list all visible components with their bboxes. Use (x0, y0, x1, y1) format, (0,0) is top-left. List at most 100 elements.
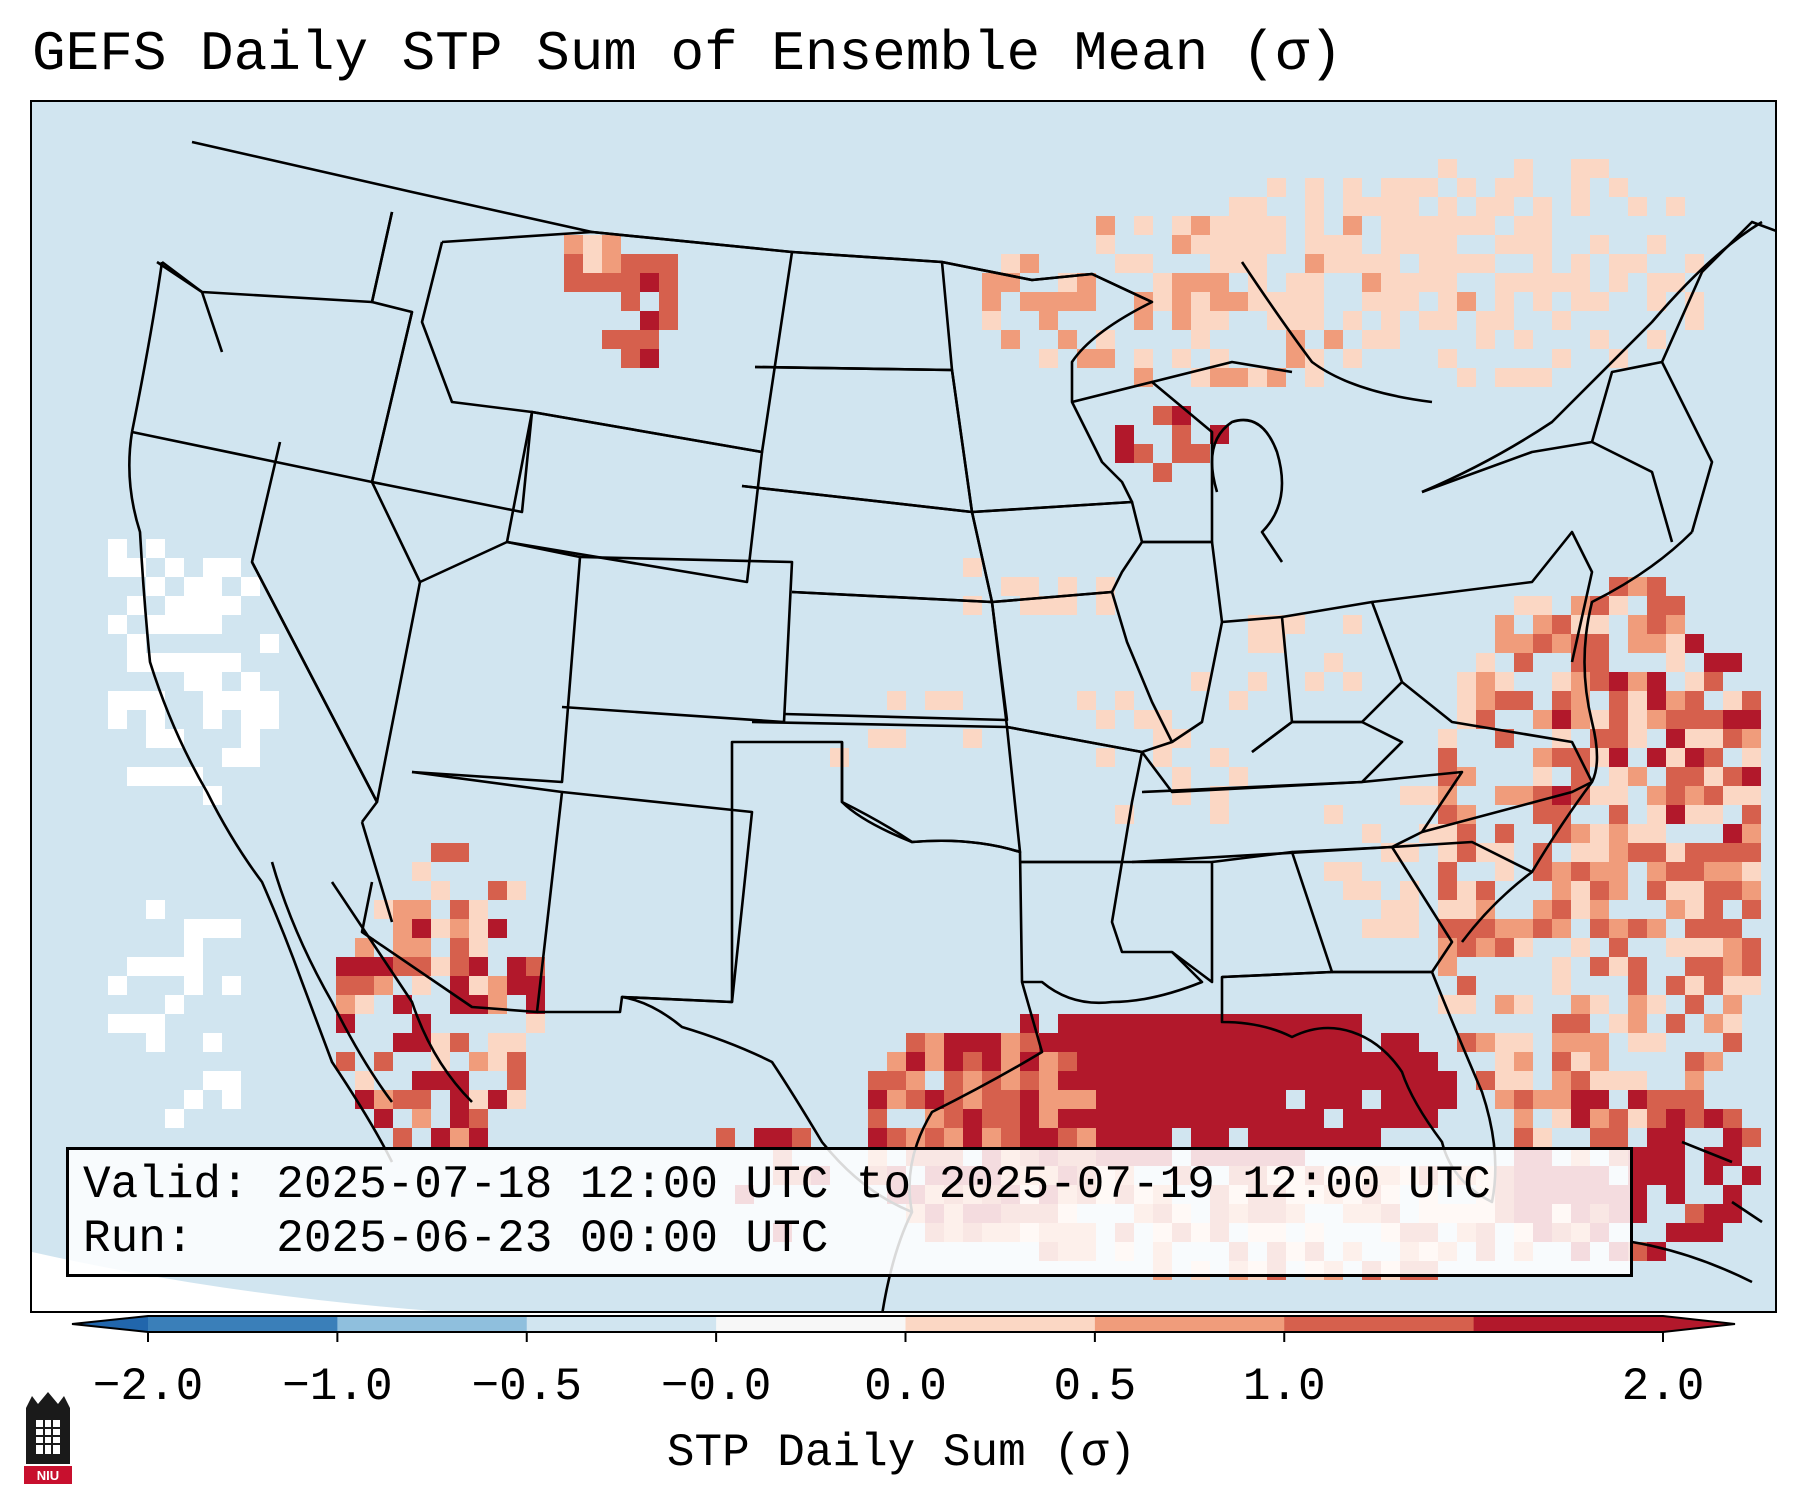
anomaly-cell (1343, 1071, 1362, 1090)
anomaly-cell (1324, 1033, 1343, 1052)
anomaly-cell (108, 615, 127, 634)
anomaly-cell (127, 1014, 146, 1033)
anomaly-cell (1400, 900, 1419, 919)
anomaly-cell (184, 919, 203, 938)
colorbar-label: STP Daily Sum (σ) (666, 1427, 1137, 1479)
run-value: 2025-06-23 00:00 UTC (276, 1213, 829, 1265)
anomaly-cell (1267, 1052, 1286, 1071)
anomaly-cell (1039, 1071, 1058, 1090)
anomaly-cell (1229, 1090, 1248, 1109)
anomaly-cell (127, 691, 146, 710)
anomaly-cell (1020, 292, 1039, 311)
anomaly-cell (963, 1071, 982, 1090)
anomaly-cell (1172, 292, 1191, 311)
anomaly-cell (1666, 615, 1685, 634)
anomaly-cell (374, 900, 393, 919)
colorbar-segment (1094, 1316, 1285, 1332)
anomaly-cell (1571, 1090, 1590, 1109)
anomaly-cell (1514, 938, 1533, 957)
anomaly-cell (1609, 843, 1628, 862)
anomaly-cell (1134, 1014, 1153, 1033)
anomaly-cell (1457, 254, 1476, 273)
anomaly-cell (1438, 729, 1457, 748)
anomaly-cell (1457, 995, 1476, 1014)
anomaly-cell (1115, 1090, 1134, 1109)
anomaly-cell (1666, 1014, 1685, 1033)
anomaly-cell (1533, 615, 1552, 634)
anomaly-cell (1514, 634, 1533, 653)
anomaly-cell (982, 1109, 1001, 1128)
anomaly-cell (1476, 938, 1495, 957)
anomaly-cell (1400, 178, 1419, 197)
anomaly-cell (1666, 767, 1685, 786)
anomaly-cell (868, 1071, 887, 1090)
anomaly-cell (1248, 1090, 1267, 1109)
anomaly-cell (1609, 824, 1628, 843)
anomaly-cell (1552, 311, 1571, 330)
anomaly-cell (1229, 292, 1248, 311)
anomaly-cell (469, 938, 488, 957)
anomaly-cell (602, 330, 621, 349)
anomaly-cell (1191, 1052, 1210, 1071)
anomaly-cell (260, 691, 279, 710)
anomaly-cell (1343, 178, 1362, 197)
anomaly-cell (1495, 292, 1514, 311)
anomaly-cell (1362, 292, 1381, 311)
anomaly-cell (1552, 1109, 1571, 1128)
anomaly-cell (1514, 596, 1533, 615)
anomaly-cell (1039, 596, 1058, 615)
anomaly-cell (1020, 1128, 1039, 1147)
anomaly-cell (1305, 1052, 1324, 1071)
anomaly-cell (1647, 596, 1666, 615)
anomaly-cell (241, 577, 260, 596)
anomaly-cell (1438, 919, 1457, 938)
anomaly-cell (222, 919, 241, 938)
anomaly-cell (1039, 292, 1058, 311)
anomaly-cell (222, 596, 241, 615)
anomaly-cell (1476, 311, 1495, 330)
anomaly-cell (925, 1052, 944, 1071)
anomaly-cell (1438, 900, 1457, 919)
anomaly-cell (1723, 919, 1742, 938)
anomaly-cell (1571, 995, 1590, 1014)
anomaly-cell (1267, 1128, 1286, 1147)
anomaly-cell (1267, 1071, 1286, 1090)
anomaly-cell (203, 672, 222, 691)
wyoming-outline (505, 410, 764, 584)
anomaly-cell (1457, 843, 1476, 862)
anomaly-cell (355, 938, 374, 957)
anomaly-cell (1457, 824, 1476, 843)
anomaly-cell (583, 273, 602, 292)
anomaly-cell (1153, 1014, 1172, 1033)
anomaly-cell (1704, 862, 1723, 881)
anomaly-cell (1495, 786, 1514, 805)
anomaly-cell (184, 596, 203, 615)
anomaly-cell (1647, 691, 1666, 710)
anomaly-cell (1495, 273, 1514, 292)
anomaly-cell (1324, 1071, 1343, 1090)
anomaly-cell (412, 938, 431, 957)
anomaly-cell (1723, 691, 1742, 710)
anomaly-cell (1647, 235, 1666, 254)
anomaly-cell (336, 957, 355, 976)
anomaly-cell (1153, 273, 1172, 292)
anomaly-cell (1438, 235, 1457, 254)
anomaly-cell (1039, 1052, 1058, 1071)
anomaly-cell (1685, 672, 1704, 691)
anomaly-cell (1742, 843, 1761, 862)
anomaly-cell (1704, 881, 1723, 900)
anomaly-cell (1647, 273, 1666, 292)
anomaly-cell (526, 957, 545, 976)
anomaly-cell (1305, 197, 1324, 216)
anomaly-cell (1685, 805, 1704, 824)
anomaly-cell (1647, 1090, 1666, 1109)
virginia-outline (1401, 680, 1594, 783)
anomaly-cell (1666, 273, 1685, 292)
anomaly-cell (925, 1090, 944, 1109)
anomaly-cell (1229, 767, 1248, 786)
anomaly-cell (1191, 1033, 1210, 1052)
anomaly-cell (1533, 368, 1552, 387)
anomaly-cell (1134, 1128, 1153, 1147)
anomaly-cell (659, 273, 678, 292)
anomaly-cell (1400, 881, 1419, 900)
